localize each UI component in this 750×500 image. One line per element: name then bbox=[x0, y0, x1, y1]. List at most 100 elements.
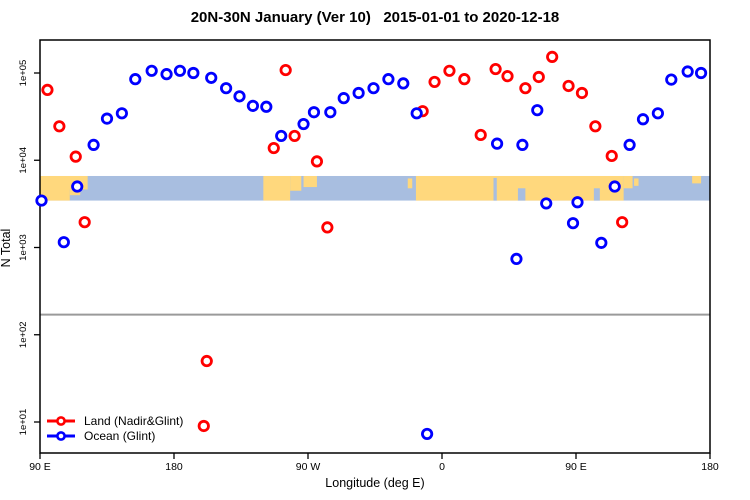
map-band-land-patch bbox=[290, 175, 302, 191]
ocean-data-point bbox=[382, 73, 395, 86]
x-tick-label: 90 E bbox=[565, 461, 587, 473]
ocean-data-point bbox=[490, 137, 504, 150]
ocean-data-point bbox=[275, 129, 288, 143]
ocean-data-point bbox=[187, 66, 200, 80]
ocean-data-point bbox=[71, 180, 84, 193]
map-band-land-patch bbox=[303, 175, 317, 188]
ocean-data-point bbox=[566, 217, 580, 230]
ocean-data-point bbox=[608, 180, 621, 193]
ocean-data-point bbox=[337, 92, 350, 105]
map-band bbox=[40, 175, 710, 201]
y-tick-label: 1e+02 bbox=[18, 321, 29, 348]
map-band-land-patch bbox=[407, 178, 413, 189]
land-series-marker-icon bbox=[47, 415, 75, 426]
land-data-point bbox=[267, 141, 280, 155]
ocean-data-point bbox=[516, 138, 529, 151]
legend-label-land: Land (Nadir&Glint) bbox=[84, 413, 184, 428]
ocean-data-point bbox=[531, 104, 544, 117]
ocean-data-point bbox=[510, 252, 523, 266]
land-data-point bbox=[69, 150, 82, 163]
plot-box-group bbox=[39, 39, 711, 454]
land-data-point bbox=[489, 62, 502, 76]
ocean-data-point bbox=[665, 73, 678, 86]
ocean-data-point bbox=[307, 106, 321, 119]
ocean-data-point bbox=[540, 197, 553, 210]
x-tick-label: 90 W bbox=[296, 461, 321, 473]
legend-item-ocean: Ocean (Glint) bbox=[46, 428, 183, 443]
ocean-data-point bbox=[352, 86, 365, 100]
y-tick-label: 1e+04 bbox=[18, 147, 29, 174]
ocean-data-point bbox=[681, 65, 694, 78]
y-tick-label: 1e+05 bbox=[18, 60, 29, 87]
data-points-group bbox=[35, 50, 708, 441]
ocean-series-marker-icon bbox=[47, 430, 75, 441]
land-data-point bbox=[288, 129, 301, 143]
legend-label-ocean: Ocean (Glint) bbox=[84, 428, 156, 443]
land-data-point bbox=[279, 63, 292, 77]
land-data-point bbox=[310, 155, 324, 168]
land-data-point bbox=[562, 79, 575, 93]
ocean-data-point bbox=[35, 194, 48, 207]
plot-box bbox=[39, 39, 711, 454]
land-data-point bbox=[546, 50, 559, 63]
land-data-point bbox=[501, 70, 514, 83]
land-data-point bbox=[519, 82, 532, 95]
land-data-point bbox=[589, 120, 602, 133]
land-data-point bbox=[197, 419, 210, 433]
legend: Land (Nadir&Glint) Ocean (Glint) bbox=[46, 413, 183, 443]
ocean-data-point bbox=[173, 64, 187, 77]
map-band-ocean-notch bbox=[493, 177, 497, 201]
legend-item-land: Land (Nadir&Glint) bbox=[46, 413, 183, 428]
ocean-data-point bbox=[220, 82, 233, 95]
axis-ticks-group: 90 E 180 90 W 0 90 E 180 1e+05 1e+04 1e+03 1e+02 1… bbox=[18, 60, 719, 473]
ocean-data-point bbox=[260, 100, 273, 113]
land-data-point bbox=[53, 120, 66, 133]
ocean-data-point bbox=[205, 71, 218, 84]
ocean-data-point bbox=[160, 68, 173, 81]
ocean-data-point bbox=[233, 90, 246, 103]
ocean-data-point bbox=[623, 138, 636, 151]
land-data-point bbox=[78, 216, 91, 229]
ocean-data-point bbox=[636, 113, 650, 126]
ocean-data-point bbox=[397, 77, 410, 90]
land-data-point bbox=[41, 83, 54, 97]
land-data-point bbox=[321, 221, 334, 234]
ocean-data-point bbox=[145, 64, 158, 77]
ocean-data-point bbox=[367, 82, 380, 95]
ocean-data-point bbox=[87, 138, 100, 151]
ocean-data-point bbox=[129, 73, 142, 86]
x-axis-title: Longitude (deg E) bbox=[325, 476, 425, 490]
chart-title: 20N-30N January (Ver 10) 2015-01-01 to 2… bbox=[190, 9, 560, 26]
ocean-data-point bbox=[410, 107, 423, 120]
x-tick-label: 90 E bbox=[29, 461, 51, 473]
ocean-data-point bbox=[694, 66, 708, 80]
ocean-data-point bbox=[115, 107, 128, 120]
ocean-data-point bbox=[246, 99, 260, 112]
map-band-land-patch bbox=[692, 175, 702, 184]
land-data-point bbox=[474, 128, 487, 142]
land-data-point bbox=[458, 73, 471, 86]
map-band-land-patch bbox=[263, 175, 291, 201]
land-data-point bbox=[200, 354, 213, 368]
x-tick-label: 0 bbox=[439, 461, 445, 473]
land-data-point bbox=[616, 216, 629, 229]
map-band-land-patch bbox=[634, 178, 639, 186]
ocean-data-point bbox=[100, 112, 114, 125]
ocean-legend-circle-icon bbox=[56, 430, 66, 441]
y-tick-label: 1e+03 bbox=[18, 234, 29, 261]
land-data-point bbox=[605, 149, 618, 163]
land-legend-circle-icon bbox=[56, 415, 66, 426]
land-data-point bbox=[575, 86, 589, 100]
ocean-data-point bbox=[571, 196, 584, 209]
map-band-land-patch bbox=[40, 188, 70, 201]
ocean-data-point bbox=[421, 427, 434, 441]
ocean-data-point bbox=[651, 107, 664, 120]
map-band-ocean-notch bbox=[517, 188, 526, 201]
land-data-point bbox=[532, 70, 545, 84]
ocean-data-point bbox=[57, 236, 70, 249]
x-tick-label: 180 bbox=[165, 461, 183, 473]
ocean-data-point bbox=[297, 117, 310, 131]
land-data-point bbox=[428, 75, 441, 89]
